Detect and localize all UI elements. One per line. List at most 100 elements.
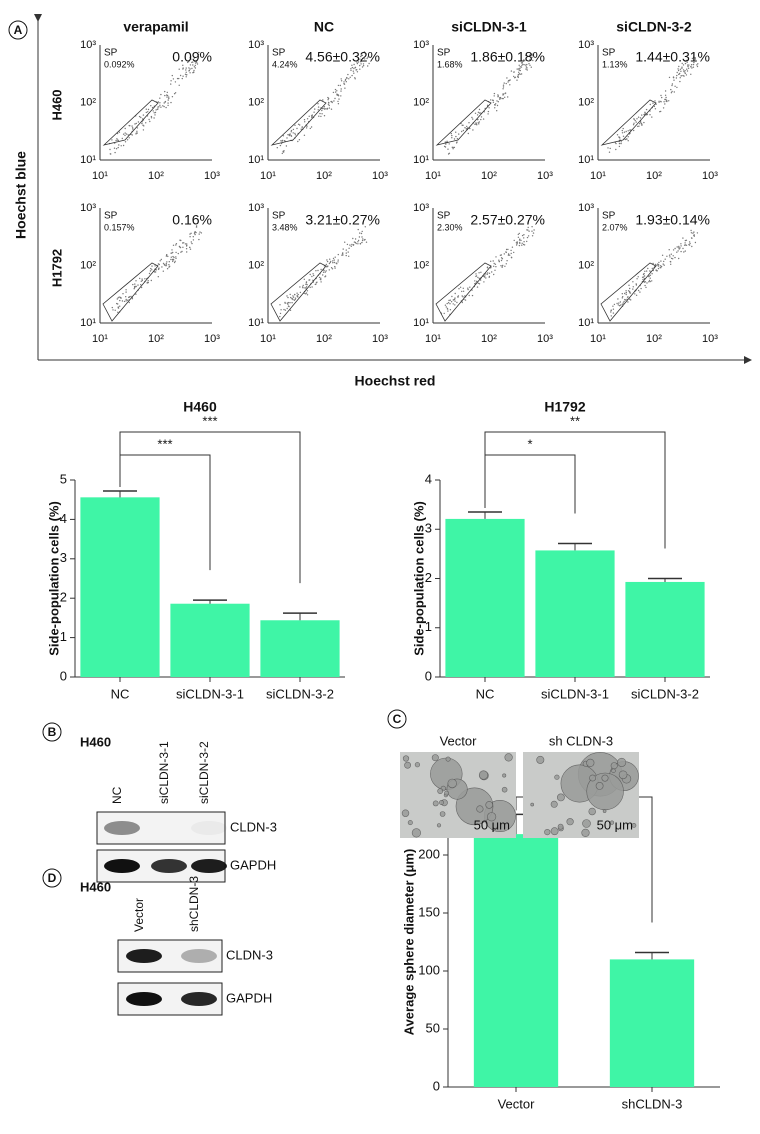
- event-dot: [523, 241, 525, 243]
- event-dot: [323, 269, 325, 272]
- event-dot: [450, 132, 452, 135]
- event-dot: [332, 91, 335, 94]
- event-dot: [149, 270, 152, 272]
- event-dot: [528, 54, 531, 56]
- bar: [625, 581, 705, 677]
- event-dot: [361, 54, 364, 57]
- event-dot: [447, 302, 450, 304]
- event-dot: [166, 96, 168, 98]
- event-dot: [471, 294, 474, 297]
- event-dot: [320, 279, 322, 281]
- cell-cluster: [476, 805, 484, 813]
- y-tick-label: 10³: [80, 39, 96, 51]
- event-dot: [525, 54, 527, 57]
- x-tick-label: 10¹: [590, 170, 606, 182]
- event-dot: [680, 75, 682, 77]
- cell-cluster: [414, 762, 421, 768]
- event-dot: [671, 90, 673, 93]
- event-dot: [669, 260, 672, 263]
- event-dot: [494, 104, 496, 106]
- event-dot: [326, 108, 328, 110]
- event-dot: [637, 289, 640, 292]
- event-dot: [125, 300, 127, 302]
- x-tick-label: 10²: [646, 333, 662, 345]
- event-dot: [328, 102, 330, 104]
- y-tick-label: 200: [418, 846, 440, 861]
- x-tick-label: NC: [111, 686, 130, 701]
- event-dot: [500, 265, 502, 267]
- event-dot: [531, 235, 534, 237]
- event-dot: [175, 251, 177, 254]
- cell-cluster: [557, 823, 564, 830]
- event-dot: [513, 71, 515, 73]
- cell-cluster: [487, 812, 497, 822]
- event-dot: [446, 307, 449, 310]
- event-dot: [343, 81, 345, 83]
- event-dot: [119, 299, 121, 302]
- gate-percent: 4.24%: [272, 59, 298, 69]
- event-dot: [193, 71, 195, 73]
- event-dot: [178, 84, 180, 87]
- event-dot: [523, 63, 525, 66]
- event-dot: [694, 57, 696, 59]
- event-dot: [660, 267, 662, 269]
- event-dot: [526, 69, 528, 71]
- event-dot: [696, 64, 698, 66]
- event-dot: [627, 140, 629, 142]
- event-dot: [345, 252, 347, 254]
- event-dot: [519, 238, 521, 240]
- event-dot: [170, 80, 172, 82]
- sp-gate: [600, 99, 657, 146]
- event-dot: [116, 138, 118, 140]
- event-dot: [117, 139, 120, 142]
- event-dot: [290, 296, 292, 299]
- event-dot: [639, 291, 641, 293]
- event-dot: [309, 279, 311, 281]
- y-tick-label: 10¹: [413, 154, 429, 166]
- event-dot: [315, 270, 317, 272]
- event-dot: [359, 232, 361, 234]
- column-header: verapamil: [123, 19, 188, 35]
- event-dot: [317, 109, 319, 111]
- event-dot: [140, 284, 142, 286]
- event-dot: [623, 131, 626, 133]
- event-dot: [513, 239, 515, 242]
- event-dot: [345, 81, 347, 83]
- event-dot: [141, 278, 143, 280]
- event-dot: [137, 121, 140, 123]
- cell-cluster: [404, 761, 411, 769]
- event-dot: [348, 78, 350, 80]
- event-dot: [676, 86, 678, 89]
- event-dot: [192, 64, 194, 66]
- event-dot: [334, 267, 336, 269]
- event-dot: [518, 244, 521, 247]
- event-dot: [305, 283, 307, 285]
- event-dot: [148, 118, 150, 121]
- bar: [445, 518, 525, 677]
- event-dot: [663, 101, 665, 103]
- y-axis-label: Side-population cells (%): [46, 501, 61, 656]
- event-dot: [478, 283, 481, 285]
- event-dot: [519, 73, 521, 76]
- event-dot: [486, 273, 488, 275]
- x-tick-label: 10²: [481, 333, 497, 345]
- event-dot: [525, 66, 527, 68]
- event-dot: [342, 252, 344, 254]
- event-dot: [680, 243, 682, 245]
- sp-label: SP: [437, 211, 451, 222]
- event-dot: [156, 108, 158, 111]
- bar: [260, 620, 340, 677]
- event-dot: [505, 82, 507, 85]
- event-dot: [362, 57, 364, 60]
- event-dot: [344, 241, 346, 243]
- event-dot: [279, 312, 282, 315]
- event-dot: [166, 91, 168, 94]
- y-tick-label: 10¹: [80, 317, 96, 329]
- event-dot: [499, 97, 501, 99]
- event-dot: [309, 273, 311, 276]
- bar: [609, 959, 695, 1087]
- event-dot: [492, 99, 494, 102]
- event-dot: [137, 284, 139, 286]
- event-dot: [618, 145, 621, 148]
- event-dot: [656, 264, 658, 266]
